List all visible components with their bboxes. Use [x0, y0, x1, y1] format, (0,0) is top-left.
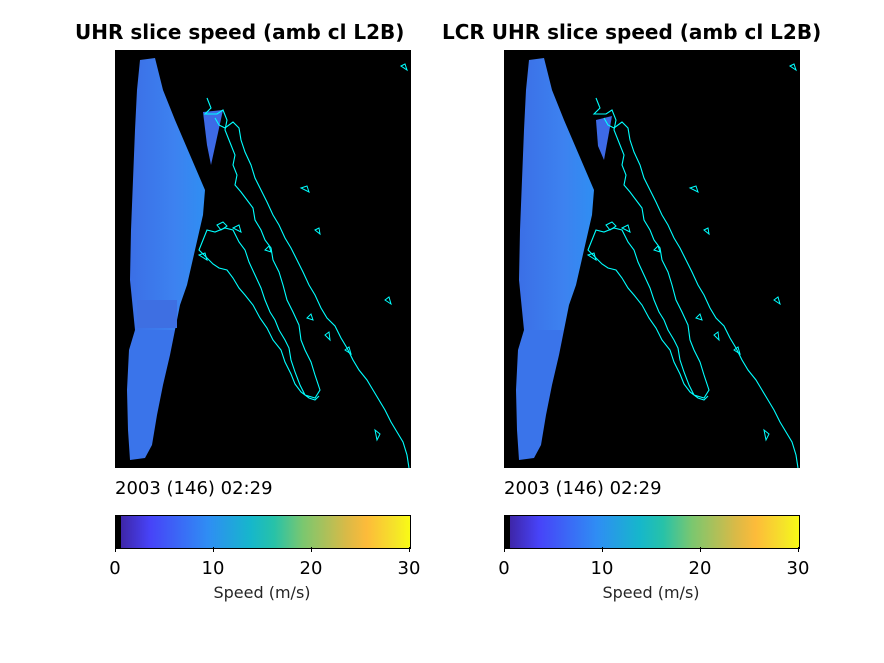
colorbar-black-segment: [505, 516, 510, 548]
swath-band: [137, 300, 177, 328]
colorbar-black-segment: [116, 516, 121, 548]
colorbar-tick-label: 30: [397, 558, 421, 579]
colorbar-tick: [700, 547, 701, 552]
colorbar-tick-label: 10: [201, 558, 225, 579]
swath-lower: [127, 330, 175, 460]
timestamp-label: 2003 (146) 02:29: [504, 478, 662, 499]
colorbar-label: Speed (m/s): [213, 583, 311, 602]
coastline-baja: [198, 97, 321, 401]
speed-map: [115, 50, 411, 468]
colorbar-tick: [115, 547, 116, 552]
colorbar-tick-label: 20: [299, 558, 323, 579]
colorbar-tick-label: 0: [109, 558, 121, 579]
gulf-swath: [203, 110, 223, 165]
coastline-mainland: [603, 117, 799, 468]
left-chart-panel: UHR slice speed (amb cl L2B) 2003 (146) …: [75, 20, 421, 602]
chart-title: UHR slice speed (amb cl L2B): [75, 20, 405, 44]
chart-title: LCR UHR slice speed (amb cl L2B): [442, 20, 822, 44]
colorbar-gradient: [510, 516, 799, 548]
colorbar: [115, 515, 411, 549]
colorbar-tick: [409, 547, 410, 552]
speed-map-svg: [516, 58, 799, 468]
colorbar-tick-label: 30: [786, 558, 810, 579]
coastline-islands: [197, 63, 408, 442]
gulf-swath: [596, 116, 612, 160]
speed-map: [504, 50, 800, 468]
coastline-mainland: [214, 117, 410, 468]
colorbar-gradient: [121, 516, 410, 548]
colorbar-tick: [602, 547, 603, 552]
colorbar-tick-label: 10: [590, 558, 614, 579]
swath-upper: [519, 58, 594, 330]
coastline-islands: [586, 63, 797, 442]
coastline-baja: [587, 97, 710, 401]
swath-lower: [516, 330, 564, 460]
timestamp-label: 2003 (146) 02:29: [115, 478, 273, 499]
colorbar-tick: [504, 547, 505, 552]
swath-upper: [130, 58, 205, 330]
colorbar-tick-label: 20: [688, 558, 712, 579]
colorbar-tick: [798, 547, 799, 552]
colorbar-tick: [311, 547, 312, 552]
colorbar: [504, 515, 800, 549]
right-chart-panel: LCR UHR slice speed (amb cl L2B) 2003 (1…: [442, 0, 884, 663]
colorbar-tick: [213, 547, 214, 552]
colorbar-tick-label: 0: [498, 558, 510, 579]
speed-map-svg: [127, 58, 410, 468]
colorbar-label: Speed (m/s): [602, 583, 700, 602]
